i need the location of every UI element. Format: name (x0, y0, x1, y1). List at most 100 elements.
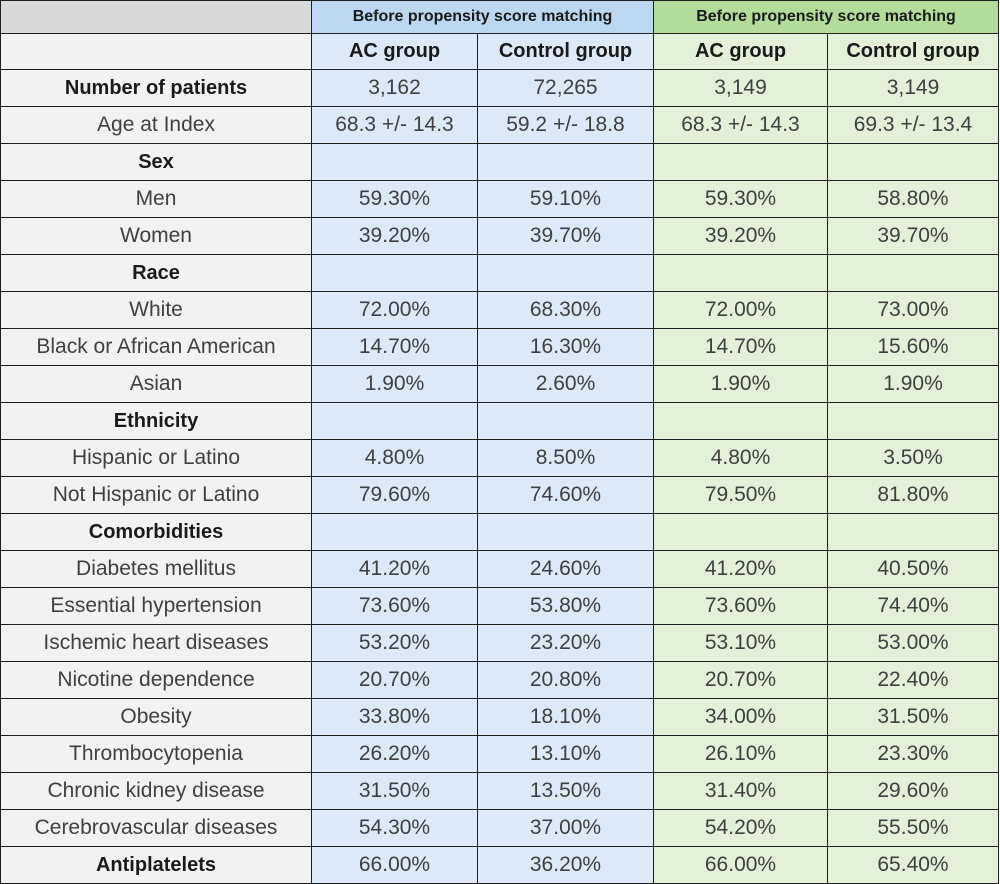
table-cell: 13.50% (477, 772, 654, 810)
table-cell: 20.80% (477, 661, 654, 699)
table-cell: 72.00% (311, 291, 478, 329)
table-row: Ethnicity (0, 402, 999, 440)
table-cell: 3,162 (311, 69, 478, 107)
row-label: Chronic kidney disease (0, 772, 312, 810)
table-cell (827, 513, 999, 551)
table-cell: 59.2 +/- 18.8 (477, 106, 654, 144)
table-cell: 73.60% (311, 587, 478, 625)
column-header-control-after: Control group (827, 33, 999, 70)
table-cell: 79.50% (653, 476, 828, 514)
group-header-after: Before propensity score matching (653, 0, 999, 34)
table-row: Asian 1.90% 2.60% 1.90% 1.90% (0, 365, 999, 403)
table-cell (311, 254, 478, 292)
table-cell: 23.20% (477, 624, 654, 662)
column-header-control-before: Control group (477, 33, 654, 70)
table-row: Diabetes mellitus 41.20% 24.60% 41.20% 40.50… (0, 550, 999, 588)
table-cell (653, 254, 828, 292)
table-cell: 54.30% (311, 809, 478, 847)
table-cell: 26.20% (311, 735, 478, 773)
group-header-before: Before propensity score matching (311, 0, 654, 34)
table-cell: 18.10% (477, 698, 654, 736)
row-label: Women (0, 217, 312, 255)
group-header-row: Before propensity score matching Before … (0, 0, 999, 34)
table-row: Hispanic or Latino 4.80% 8.50% 4.80% 3.50% (0, 439, 999, 477)
table-cell: 23.30% (827, 735, 999, 773)
table-cell: 15.60% (827, 328, 999, 366)
table-row: Age at Index 68.3 +/- 14.3 59.2 +/- 18.8 68… (0, 106, 999, 144)
table-cell: 1.90% (827, 365, 999, 403)
table-cell: 31.40% (653, 772, 828, 810)
table-cell: 69.3 +/- 13.4 (827, 106, 999, 144)
table-cell: 31.50% (311, 772, 478, 810)
row-label: Sex (0, 143, 312, 181)
table-cell: 37.00% (477, 809, 654, 847)
table-cell: 59.30% (311, 180, 478, 218)
table-cell (477, 513, 654, 551)
row-label: Diabetes mellitus (0, 550, 312, 588)
table-row: Ischemic heart diseases 53.20% 23.20% 53.10… (0, 624, 999, 662)
table-cell: 68.3 +/- 14.3 (653, 106, 828, 144)
row-label: Black or African American (0, 328, 312, 366)
column-header-row: AC group Control group AC group Control … (0, 33, 999, 70)
table-cell: 3,149 (827, 69, 999, 107)
table-row: Comorbidities (0, 513, 999, 551)
table-cell: 68.30% (477, 291, 654, 329)
table-cell: 31.50% (827, 698, 999, 736)
table-row: Thrombocytopenia 26.20% 13.10% 26.10% 23.30% (0, 735, 999, 773)
table-cell: 53.10% (653, 624, 828, 662)
table-row: Women 39.20% 39.70% 39.20% 39.70% (0, 217, 999, 255)
row-label: Ethnicity (0, 402, 312, 440)
table-cell: 4.80% (311, 439, 478, 477)
table-cell: 14.70% (653, 328, 828, 366)
row-label: Age at Index (0, 106, 312, 144)
table-row: Obesity 33.80% 18.10% 34.00% 31.50% (0, 698, 999, 736)
table-cell: 54.20% (653, 809, 828, 847)
table-row: Men 59.30% 59.10% 59.30% 58.80% (0, 180, 999, 218)
table-row: Cerebrovascular diseases 54.30% 37.00% 54.2… (0, 809, 999, 847)
table-cell: 59.30% (653, 180, 828, 218)
table-row: Antiplatelets 66.00% 36.20% 66.00% 65.40% (0, 846, 999, 884)
table-row: Sex (0, 143, 999, 181)
table-cell: 4.80% (653, 439, 828, 477)
table-row: Black or African American 14.70% 16.30% 14.… (0, 328, 999, 366)
table-cell: 20.70% (653, 661, 828, 699)
table-cell: 73.00% (827, 291, 999, 329)
table-cell: 22.40% (827, 661, 999, 699)
table-cell: 40.50% (827, 550, 999, 588)
table-cell: 72,265 (477, 69, 654, 107)
row-label: Asian (0, 365, 312, 403)
table-cell: 39.20% (311, 217, 478, 255)
table-cell: 74.60% (477, 476, 654, 514)
row-label: Cerebrovascular diseases (0, 809, 312, 847)
table-cell: 1.90% (311, 365, 478, 403)
table-cell: 39.70% (827, 217, 999, 255)
row-label: Ischemic heart diseases (0, 624, 312, 662)
row-label: Men (0, 180, 312, 218)
table-cell: 2.60% (477, 365, 654, 403)
table-cell: 79.60% (311, 476, 478, 514)
table-cell: 58.80% (827, 180, 999, 218)
row-label: Antiplatelets (0, 846, 312, 884)
table-row: Essential hypertension 73.60% 53.80% 73.60%… (0, 587, 999, 625)
table-cell (311, 513, 478, 551)
table-cell: 29.60% (827, 772, 999, 810)
table-row: Nicotine dependence 20.70% 20.80% 20.70% 22.… (0, 661, 999, 699)
row-label: Number of patients (0, 69, 312, 107)
table-cell: 68.3 +/- 14.3 (311, 106, 478, 144)
row-label: Essential hypertension (0, 587, 312, 625)
row-label: Nicotine dependence (0, 661, 312, 699)
table-cell: 81.80% (827, 476, 999, 514)
table-cell: 14.70% (311, 328, 478, 366)
table-cell: 16.30% (477, 328, 654, 366)
table-cell: 39.70% (477, 217, 654, 255)
corner-cell (0, 0, 312, 34)
table-cell: 53.00% (827, 624, 999, 662)
table-cell: 24.60% (477, 550, 654, 588)
table-cell: 1.90% (653, 365, 828, 403)
table-cell: 66.00% (653, 846, 828, 884)
column-header-ac-after: AC group (653, 33, 828, 70)
table-cell: 3,149 (653, 69, 828, 107)
table-cell: 59.10% (477, 180, 654, 218)
table-row: Number of patients 3,162 72,265 3,149 3,149 (0, 69, 999, 107)
